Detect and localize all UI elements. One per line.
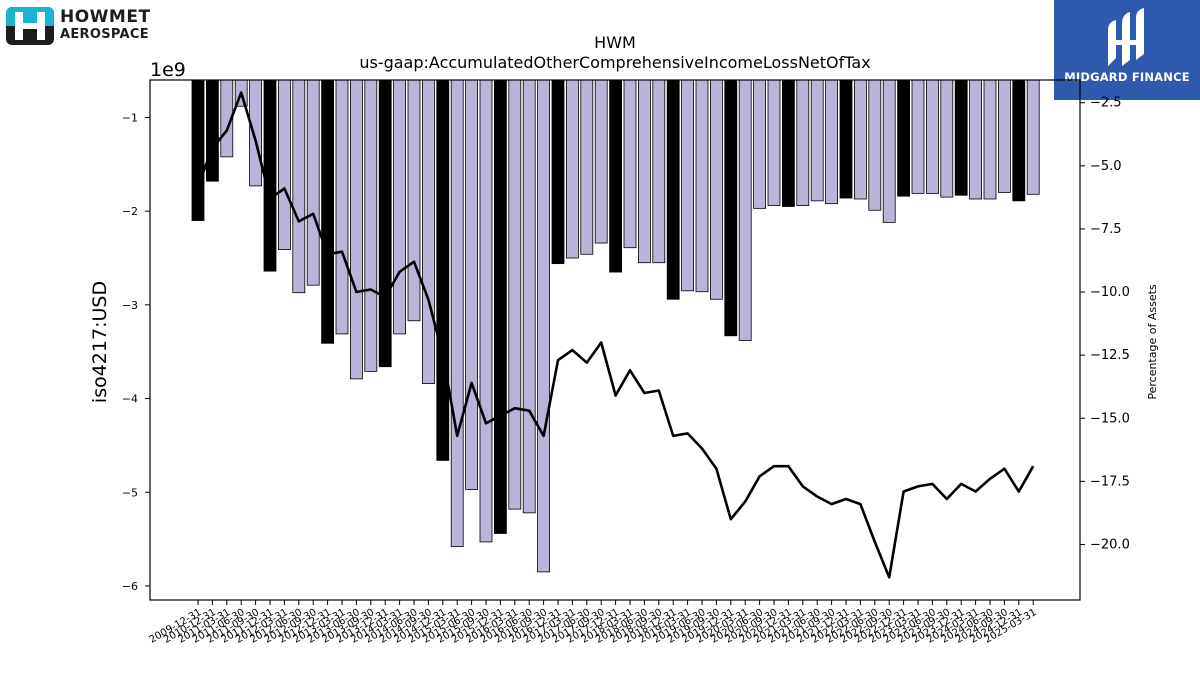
bar <box>306 79 320 286</box>
bar <box>249 79 263 187</box>
midgard-logo-text: MIDGARD FINANCE <box>1064 70 1190 84</box>
axes-group: −1 −2 −3 −4 −5 −6 −2.5 −5.0 −7.5 −10.0 −12.5 −15.0 −… <box>122 79 1130 646</box>
bar <box>623 79 637 249</box>
y2-tick-label: −20.0 <box>1090 537 1130 552</box>
bar <box>393 79 407 335</box>
y-tick-label: −5 <box>122 486 138 499</box>
y2-tick-label: −12.5 <box>1090 348 1130 363</box>
y2-tick-label: −7.5 <box>1090 222 1122 237</box>
bar <box>364 79 378 372</box>
bar <box>450 79 464 547</box>
chart-title: HWM <box>594 33 636 52</box>
bar <box>868 79 882 211</box>
bar <box>724 79 738 337</box>
bar <box>882 79 896 223</box>
bar <box>321 79 335 344</box>
bar <box>335 79 349 335</box>
bar <box>796 79 810 206</box>
bar <box>594 79 608 244</box>
y2-tick-label: −10.0 <box>1090 285 1130 300</box>
bar <box>421 79 435 384</box>
y-tick-label: −4 <box>122 393 138 406</box>
y2-axis-label: Percentage of Assets <box>1146 284 1159 400</box>
bar <box>292 79 306 294</box>
bar <box>825 79 838 205</box>
bar <box>710 79 723 300</box>
howmet-logo: HOWMET AEROSPACE <box>4 5 164 45</box>
bar <box>1026 79 1040 195</box>
y2-tick-label: −2.5 <box>1090 96 1122 111</box>
bar <box>465 79 479 490</box>
howmet-logo-line1: HOWMET <box>60 7 151 27</box>
y2-tick-label: −15.0 <box>1090 411 1130 426</box>
bar <box>652 79 666 264</box>
bar <box>522 79 536 514</box>
bar <box>191 79 205 221</box>
bar <box>493 79 507 534</box>
bar <box>638 79 651 264</box>
bar <box>1012 79 1026 202</box>
bar <box>407 79 421 322</box>
plot-frame <box>149 79 1081 601</box>
bar <box>911 79 925 194</box>
howmet-logo-line2: AEROSPACE <box>60 27 149 42</box>
bar <box>969 79 982 200</box>
bar <box>897 79 910 197</box>
bar <box>277 79 291 250</box>
chart-subtitle: us-gaap:AccumulatedOtherComprehensiveInc… <box>359 53 870 72</box>
y2-tick-label: −17.5 <box>1090 474 1130 489</box>
bar <box>695 79 709 293</box>
bar <box>926 79 939 194</box>
bar <box>940 79 954 198</box>
bar <box>810 79 824 202</box>
y-scale-label: 1e9 <box>150 59 186 81</box>
bar <box>666 79 680 300</box>
bar <box>767 79 781 206</box>
y-axis-label: iso4217:USD <box>89 281 111 403</box>
midgard-emblem-icon <box>1108 8 1144 66</box>
bar <box>551 79 565 265</box>
bar <box>839 79 853 199</box>
bar <box>738 79 752 341</box>
bar <box>537 79 550 573</box>
midgard-logo: MIDGARD FINANCE <box>1054 0 1200 100</box>
bars-group <box>191 79 1040 573</box>
bar <box>954 79 968 196</box>
bar <box>479 79 493 543</box>
y-tick-label: −3 <box>122 299 138 312</box>
bar <box>436 79 450 461</box>
bar <box>378 79 392 368</box>
bar <box>349 79 363 380</box>
percent-of-assets-line <box>196 91 1035 579</box>
bar <box>753 79 766 209</box>
howmet-mark-icon <box>6 7 54 45</box>
bar <box>998 79 1011 193</box>
bar <box>263 79 277 272</box>
bar <box>782 79 795 207</box>
bar <box>609 79 622 273</box>
y-tick-label: −1 <box>122 111 138 124</box>
bar <box>580 79 594 255</box>
bar <box>508 79 522 510</box>
bar <box>566 79 579 259</box>
y-tick-label: −2 <box>122 205 138 218</box>
bar <box>205 79 219 182</box>
bar <box>983 79 997 200</box>
line-group <box>196 91 1035 579</box>
y-tick-label: −6 <box>122 580 138 593</box>
bar <box>681 79 694 292</box>
bar <box>854 79 867 200</box>
y2-tick-label: −5.0 <box>1090 159 1122 174</box>
